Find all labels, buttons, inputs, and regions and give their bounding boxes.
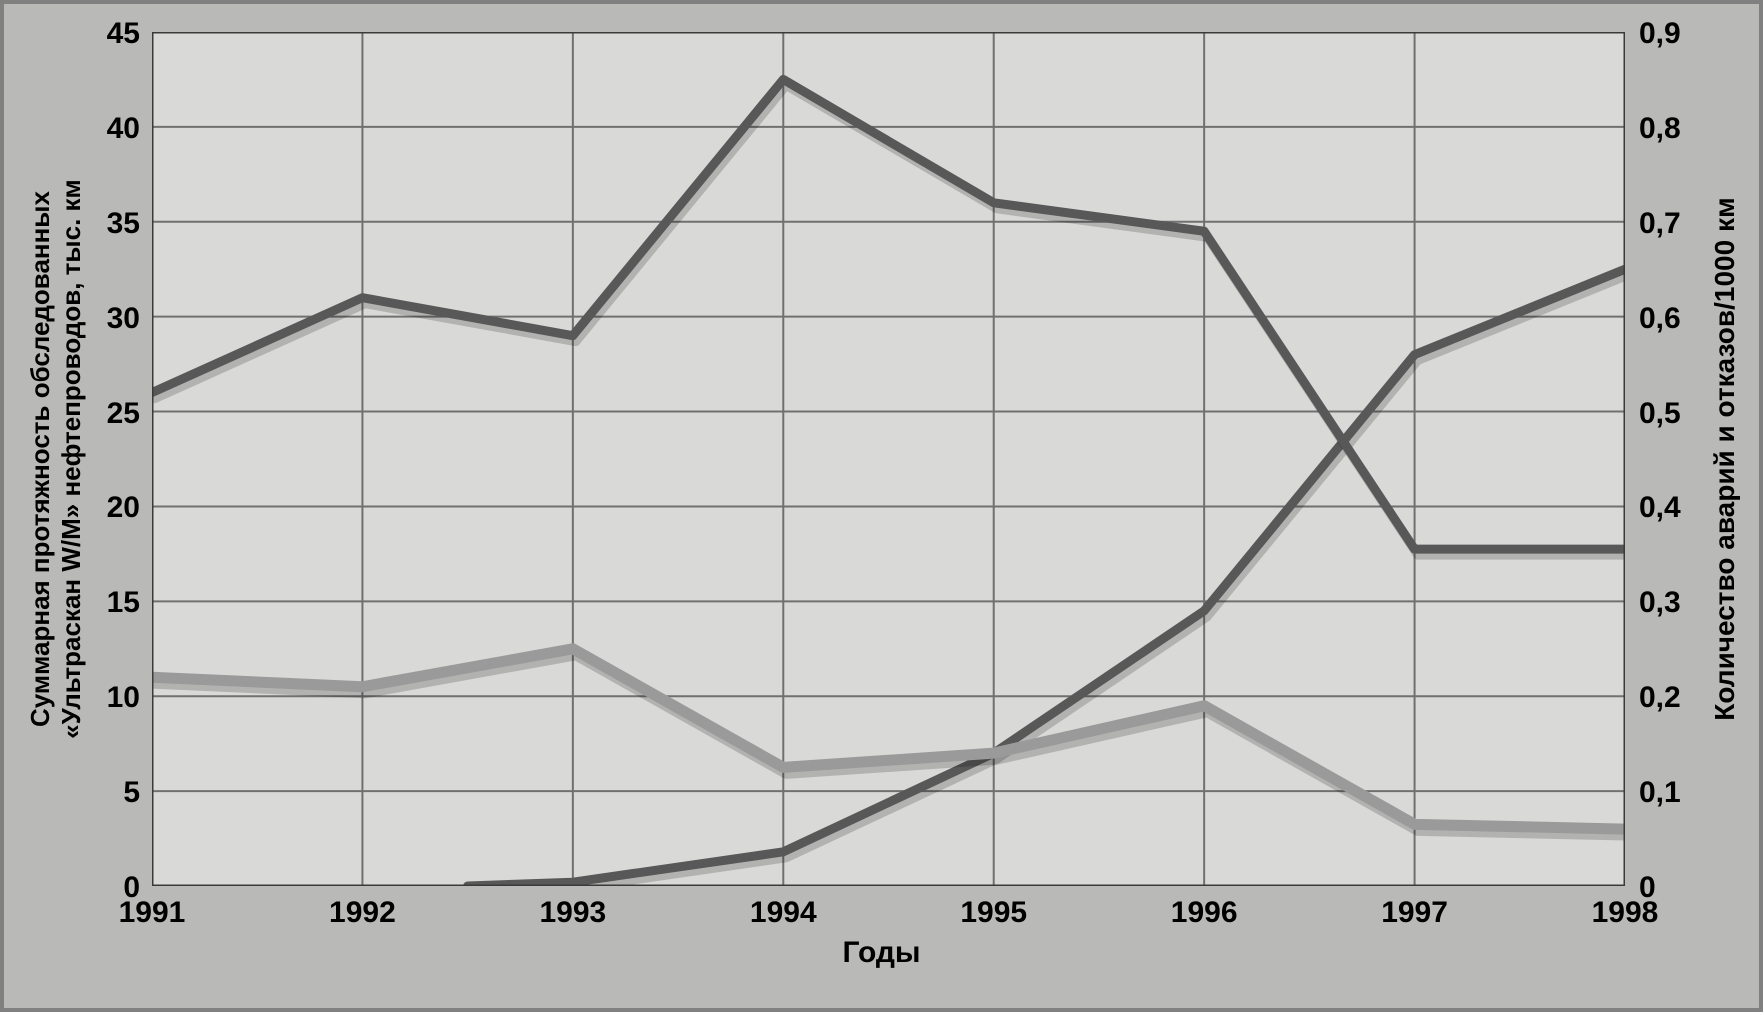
y-axis-left-label: Суммарная протяжность обследованных «Уль… — [25, 32, 87, 886]
tick-label: 0,8 — [1639, 112, 1709, 146]
tick-label: 45 — [82, 17, 140, 51]
tick-label: 25 — [82, 397, 140, 431]
tick-label: 1996 — [1171, 896, 1238, 930]
tick-label: 1991 — [119, 896, 186, 930]
tick-label: 1992 — [329, 896, 396, 930]
tick-label: 0,7 — [1639, 207, 1709, 241]
plot-svg — [152, 32, 1625, 886]
plot-area — [152, 32, 1625, 886]
tick-label: 0,5 — [1639, 397, 1709, 431]
tick-label: 1998 — [1592, 896, 1659, 930]
tick-label: 0,3 — [1639, 586, 1709, 620]
tick-label: 0,4 — [1639, 491, 1709, 525]
tick-label: 15 — [82, 586, 140, 620]
x-axis-label: Годы — [4, 936, 1759, 970]
tick-label: 0,1 — [1639, 776, 1709, 810]
tick-label: 10 — [82, 681, 140, 715]
chart-page: Суммарная протяжность обследованных «Уль… — [0, 0, 1763, 1012]
tick-label: 1995 — [960, 896, 1027, 930]
tick-label: 0,6 — [1639, 302, 1709, 336]
tick-label: 30 — [82, 302, 140, 336]
y-axis-right-label: Количество аварий и отказов/1000 км — [1709, 32, 1741, 886]
tick-label: 35 — [82, 207, 140, 241]
tick-label: 1997 — [1381, 896, 1448, 930]
tick-label: 40 — [82, 112, 140, 146]
tick-label: 0,9 — [1639, 17, 1709, 51]
tick-label: 1994 — [750, 896, 817, 930]
tick-label: 0,2 — [1639, 681, 1709, 715]
tick-label: 20 — [82, 491, 140, 525]
tick-label: 1993 — [539, 896, 606, 930]
tick-label: 5 — [82, 776, 140, 810]
